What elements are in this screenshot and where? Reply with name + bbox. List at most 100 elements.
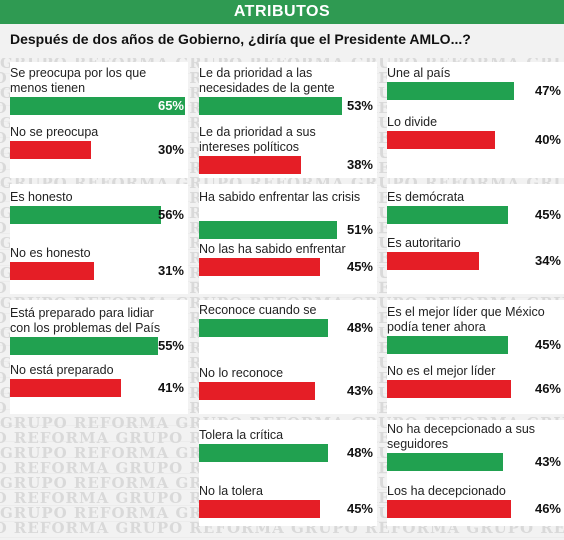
- attribute-item-negative: Le da prioridad a sus intereses político…: [199, 125, 377, 177]
- attribute-value: 45%: [346, 259, 373, 274]
- attribute-value: 43%: [534, 454, 561, 469]
- attribute-bar: [10, 97, 185, 115]
- attribute-group: Es honesto 56% No es honesto 31%: [10, 184, 188, 294]
- attribute-item-positive: Une al país 47%: [387, 66, 564, 118]
- attribute-group: Reconoce cuando se equivoca48% No lo reco…: [199, 300, 377, 414]
- attribute-group: Está preparado para lidiar con los probl…: [10, 300, 188, 414]
- attribute-label: No se preocupa: [10, 125, 99, 139]
- attribute-item-negative: No la tolera 45%: [199, 484, 377, 536]
- attribute-item-positive: Se preocupa por los que menos tienen 65%: [10, 66, 188, 118]
- attribute-group: Es el mejor líder que México podía tener…: [387, 300, 564, 414]
- attribute-item-negative: No las ha sabido enfrentar 45%: [199, 242, 377, 294]
- attribute-bar: [10, 141, 91, 159]
- attribute-bar: [387, 82, 514, 100]
- attribute-value: 41%: [157, 380, 184, 395]
- attribute-bar: [199, 444, 328, 462]
- attribute-value: 45%: [534, 207, 561, 222]
- attribute-value: 34%: [534, 253, 561, 268]
- attribute-bar: [10, 337, 158, 355]
- attribute-label: Ha sabido enfrentar las crisis: [199, 190, 361, 204]
- question-text: Después de dos años de Gobierno, ¿diría …: [10, 31, 471, 47]
- attribute-label: No es el mejor líder: [387, 364, 496, 378]
- attribute-label: No está preparado: [10, 363, 114, 377]
- attribute-label: No las ha sabido enfrentar: [199, 242, 346, 256]
- attribute-bar: [387, 206, 508, 224]
- attribute-value: 46%: [534, 381, 561, 396]
- attribute-item-negative: No está preparado 41%: [10, 363, 188, 415]
- attribute-value: 56%: [157, 207, 184, 222]
- attribute-label: Es autoritario: [387, 236, 461, 250]
- attribute-bar: [199, 156, 301, 174]
- attribute-bar: [387, 131, 495, 149]
- attribute-value: 47%: [534, 83, 561, 98]
- attribute-bar: [387, 252, 479, 270]
- attribute-item-positive: Le da prioridad a las necesidades de la …: [199, 66, 377, 118]
- attribute-bar: [387, 380, 511, 398]
- attribute-item-negative: No es honesto 31%: [10, 246, 188, 298]
- attribute-value: 55%: [157, 338, 184, 353]
- attribute-bar: [199, 382, 315, 400]
- attribute-bar: [387, 336, 508, 354]
- attribute-bar: [10, 262, 94, 280]
- attribute-value: 51%: [346, 222, 373, 237]
- attribute-item-positive: Reconoce cuando se equivoca48%: [199, 303, 377, 355]
- attribute-value: 53%: [346, 98, 373, 113]
- attribute-value: 40%: [534, 132, 561, 147]
- attribute-item-negative: Es autoritario 34%: [387, 236, 564, 288]
- attribute-value: 46%: [534, 501, 561, 516]
- attribute-bar: [387, 500, 511, 518]
- attribute-group: Ha sabido enfrentar las crisis 51% No las …: [199, 184, 377, 294]
- attribute-item-negative: No se preocupa 30%: [10, 125, 188, 177]
- attribute-item-negative: No es el mejor líder 46%: [387, 364, 564, 416]
- attribute-bar: [199, 221, 337, 239]
- attribute-label: Tolera la crítica: [199, 428, 284, 442]
- attribute-label: Le da prioridad a sus intereses político…: [199, 125, 316, 154]
- attribute-group: No ha decepcionado a sus seguidores 43% Lo…: [387, 420, 564, 526]
- attribute-item-negative: Lo divide 40%: [387, 115, 564, 167]
- attribute-item-positive: Ha sabido enfrentar las crisis 51%: [199, 190, 377, 242]
- attribute-label: No la tolera: [199, 484, 263, 498]
- attribute-value: 48%: [346, 445, 373, 460]
- attribute-label: No ha decepcionado a sus seguidores: [387, 422, 536, 451]
- attribute-value: 30%: [157, 142, 184, 157]
- attribute-group: Se preocupa por los que menos tienen 65% N…: [10, 62, 188, 178]
- attribute-label: Está preparado para lidiar con los probl…: [10, 306, 161, 335]
- attribute-bar: [199, 258, 320, 276]
- attribute-item-negative: No lo reconoce 43%: [199, 366, 377, 418]
- attribute-item-positive: No ha decepcionado a sus seguidores 43%: [387, 422, 564, 474]
- attribute-label: Lo divide: [387, 115, 438, 129]
- attribute-value: 31%: [157, 263, 184, 278]
- attribute-label: Es demócrata: [387, 190, 465, 204]
- attribute-item-positive: Tolera la crítica 48%: [199, 428, 377, 480]
- attribute-bar: [387, 453, 503, 471]
- attribute-value: 38%: [346, 157, 373, 172]
- attribute-label: Se preocupa por los que menos tienen: [10, 66, 147, 95]
- attribute-label: Los ha decepcionado: [387, 484, 506, 498]
- attribute-item-positive: Es el mejor líder que México podía tener…: [387, 305, 564, 357]
- attribute-group: Tolera la crítica 48% No la tolera 45%: [199, 420, 377, 526]
- attribute-value: 45%: [346, 501, 373, 516]
- attribute-item-positive: Es demócrata 45%: [387, 190, 564, 242]
- attribute-value: 48%: [346, 320, 373, 335]
- attribute-item-positive: Está preparado para lidiar con los probl…: [10, 306, 188, 358]
- attribute-group: Le da prioridad a las necesidades de la …: [199, 62, 377, 178]
- attribute-bar: [10, 379, 121, 397]
- attribute-item-negative: Los ha decepcionado 46%: [387, 484, 564, 536]
- attribute-item-positive: Es honesto 56%: [10, 190, 188, 242]
- header-title: ATRIBUTOS: [233, 3, 331, 20]
- attribute-bar: [199, 97, 342, 115]
- attribute-label: No lo reconoce: [199, 366, 284, 380]
- attribute-bar: [199, 319, 328, 337]
- attribute-label: Une al país: [387, 66, 451, 80]
- attribute-label: Le da prioridad a las necesidades de la …: [199, 66, 335, 95]
- attribute-value: 65%: [157, 98, 184, 113]
- attribute-group: Une al país 47% Lo divide 40%: [387, 62, 564, 178]
- attribute-bar: [10, 206, 161, 224]
- attribute-value: 43%: [346, 383, 373, 398]
- attribute-bar: [199, 500, 320, 518]
- attribute-label: Es el mejor líder que México podía tener…: [387, 305, 545, 334]
- attribute-label: No es honesto: [10, 246, 91, 260]
- header-bar: ATRIBUTOS: [0, 0, 564, 24]
- attribute-label: Es honesto: [10, 190, 73, 204]
- attribute-group: Es demócrata 45% Es autoritario 34%: [387, 184, 564, 294]
